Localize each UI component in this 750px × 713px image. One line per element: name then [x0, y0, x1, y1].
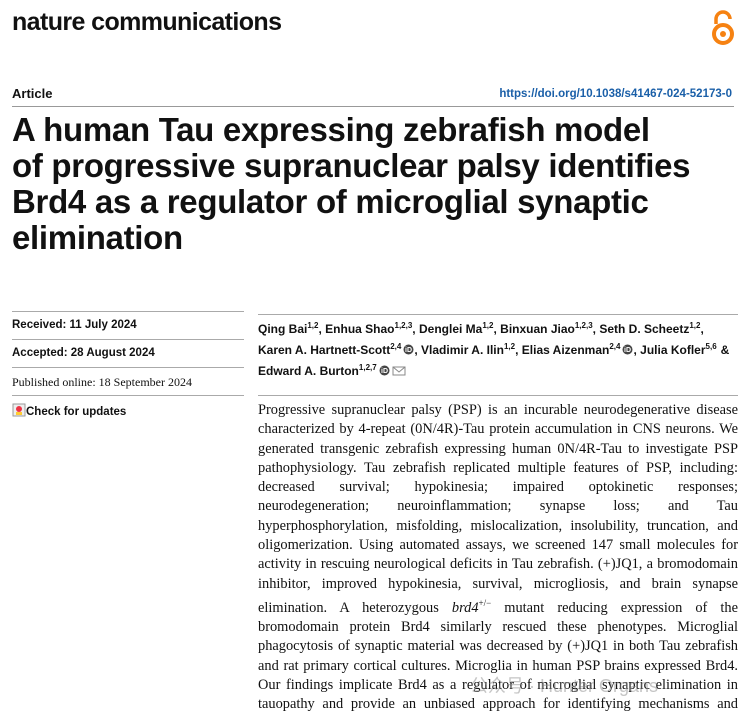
- received-text: Received: 11 July 2024: [12, 319, 137, 331]
- author: Edward A. Burton1,2,7 iD: [258, 363, 406, 378]
- orcid-icon[interactable]: iD: [622, 344, 633, 355]
- separator: ,: [515, 343, 519, 357]
- svg-text:iD: iD: [381, 368, 388, 375]
- author-name: Edward A. Burton: [258, 364, 359, 378]
- title-line: of progressive supranuclear palsy identi…: [12, 147, 691, 184]
- affiliation: 1,2: [689, 321, 701, 330]
- affiliation: 1,2: [503, 342, 516, 351]
- affiliation: 1,2: [307, 321, 319, 330]
- abstract-part: Progressive supranuclear palsy (PSP) is …: [258, 402, 738, 616]
- author-name: Binxuan Jiao: [500, 322, 575, 336]
- author: Denglei Ma1,2,: [418, 321, 497, 336]
- accepted-date: Accepted: 28 August 2024: [12, 339, 244, 367]
- abstract-part: +/−: [478, 597, 492, 608]
- author-name: Karen A. Hartnett-Scott: [258, 343, 391, 357]
- article-type: Article: [12, 86, 53, 101]
- received-date: Received: 11 July 2024: [12, 311, 244, 339]
- separator: ,: [592, 322, 596, 336]
- author-name: Seth D. Scheetz: [599, 322, 690, 336]
- author: Karen A. Hartnett-Scott2,4 iD,: [258, 342, 418, 357]
- author: Enhua Shao1,2,3,: [325, 321, 416, 336]
- orcid-icon[interactable]: iD: [379, 365, 390, 376]
- abstract: Progressive supranuclear palsy (PSP) is …: [258, 401, 738, 713]
- separator: ,: [412, 322, 416, 336]
- affiliation: 1,2: [482, 321, 494, 330]
- affiliation: 2,4: [390, 342, 402, 351]
- svg-text:iD: iD: [624, 347, 631, 354]
- title-line: elimination: [12, 219, 183, 256]
- published-text: Published online: 18 September 2024: [12, 375, 192, 389]
- separator: ,: [700, 322, 704, 336]
- author: Elias Aizenman2,4 iD,: [521, 342, 637, 357]
- affiliation: 1,2,3: [574, 321, 593, 330]
- article-title: A human Tau expressing zebrafish model of…: [12, 111, 691, 256]
- separator: ,: [318, 322, 322, 336]
- check-text[interactable]: Check for updates: [26, 406, 127, 418]
- separator: ,: [493, 322, 497, 336]
- affiliation: 1,2,3: [394, 321, 413, 330]
- accepted-text: Accepted: 28 August 2024: [12, 347, 155, 359]
- author-name: Enhua Shao: [325, 322, 395, 336]
- affiliation: 5,6: [705, 342, 717, 351]
- divider: [258, 395, 738, 396]
- email-icon[interactable]: [392, 365, 406, 376]
- author-name: Vladimir A. Ilin: [421, 343, 504, 357]
- published-date: Published online: 18 September 2024: [12, 367, 244, 395]
- author: Vladimir A. Ilin1,2,: [421, 342, 519, 357]
- divider: [12, 106, 734, 107]
- author: Qing Bai1,2,: [258, 321, 322, 336]
- author-name: Elias Aizenman: [521, 343, 610, 357]
- svg-text:iD: iD: [405, 347, 412, 354]
- separator: ,: [633, 343, 637, 357]
- orcid-icon[interactable]: iD: [403, 344, 414, 355]
- author-name: Denglei Ma: [418, 322, 483, 336]
- author-name: Qing Bai: [258, 322, 308, 336]
- author-list: Qing Bai1,2, Enhua Shao1,2,3, Denglei Ma…: [258, 314, 738, 380]
- author: Seth D. Scheetz1,2,: [599, 321, 704, 336]
- open-access-icon: [712, 10, 734, 45]
- author: Binxuan Jiao1,2,3,: [500, 321, 596, 336]
- watermark: 公众号 · Hunter Organs: [470, 676, 659, 696]
- separator: &: [720, 343, 730, 357]
- affiliation: 2,4: [609, 342, 621, 351]
- author: Julia Kofler5,6 &: [640, 342, 733, 357]
- author-name: Julia Kofler: [640, 343, 706, 357]
- check-updates[interactable]: Check for updates: [12, 395, 244, 423]
- title-line: Brd4 as a regulator of microglial synapt…: [12, 183, 649, 220]
- affiliation: 1,2,7: [358, 363, 377, 372]
- abstract-part: mutant reducing expression of the bromod…: [258, 599, 738, 713]
- separator: ,: [414, 343, 418, 357]
- title-line: A human Tau expressing zebrafish model: [12, 111, 650, 148]
- check-icon: [12, 403, 26, 417]
- journal-name: nature communications: [12, 8, 282, 36]
- doi-link[interactable]: https://doi.org/10.1038/s41467-024-52173…: [499, 88, 732, 100]
- abstract-part: brd4: [451, 599, 479, 616]
